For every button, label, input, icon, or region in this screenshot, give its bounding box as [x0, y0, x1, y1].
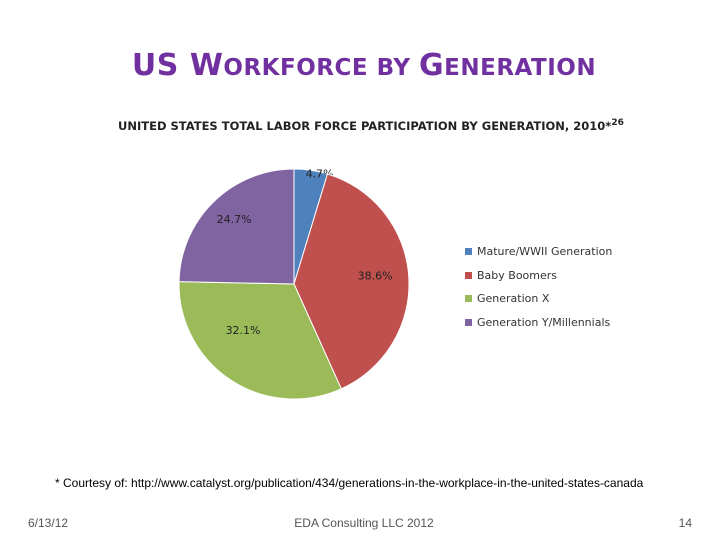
chart-title: UNITED STATES TOTAL LABOR FORCE PARTICIP…: [118, 118, 624, 133]
legend-item-0: Mature/WWII Generation: [465, 240, 612, 264]
legend-label-3: Generation Y/Millennials: [477, 315, 611, 329]
legend-label-1: Baby Boomers: [477, 268, 558, 282]
legend-item-3: Generation Y/Millennials: [465, 311, 612, 335]
pie-data-label-1: 38.6%: [358, 269, 393, 282]
legend-label-2: Generation X: [477, 292, 550, 306]
legend-item-2: Generation X: [465, 287, 612, 311]
pie-slice-1: [293, 173, 410, 390]
chart-title-superscript: 26: [611, 118, 624, 128]
legend-swatch-2: [465, 295, 472, 303]
legend-label-0: Mature/WWII Generation: [477, 245, 613, 259]
legend-swatch-0: [465, 248, 472, 256]
footer-page-number: 14: [678, 516, 692, 530]
pie-slice-2: [178, 281, 342, 400]
chart-title-text: UNITED STATES TOTAL LABOR FORCE PARTICIP…: [118, 118, 612, 133]
title-capital-0: US: [131, 48, 190, 83]
title-smallcaps-1: ORKFORCE: [223, 55, 377, 81]
legend-swatch-3: [465, 318, 472, 326]
title-smallcaps-2: BY: [376, 55, 420, 81]
title-capital-3: G: [419, 48, 445, 83]
pie-data-label-3: 24.7%: [217, 213, 252, 226]
footer-date: 6/13/12: [28, 516, 69, 530]
pie-slice-3: [178, 168, 295, 285]
footer-company: EDA Consulting LLC 2012: [294, 516, 434, 530]
title-capital-1: W: [189, 48, 224, 83]
slide-title: US WORKFORCE BY GENERATION: [0, 48, 728, 83]
legend-swatch-1: [465, 271, 472, 279]
legend-item-1: Baby Boomers: [465, 264, 612, 288]
title-smallcaps-3: ENERATION: [444, 55, 597, 81]
pie-data-label-2: 32.1%: [226, 324, 261, 337]
chart-legend: Mature/WWII Generation Baby Boomers Genera…: [465, 240, 612, 334]
source-footnote: * Courtesy of: http://www.catalyst.org/p…: [55, 476, 644, 490]
